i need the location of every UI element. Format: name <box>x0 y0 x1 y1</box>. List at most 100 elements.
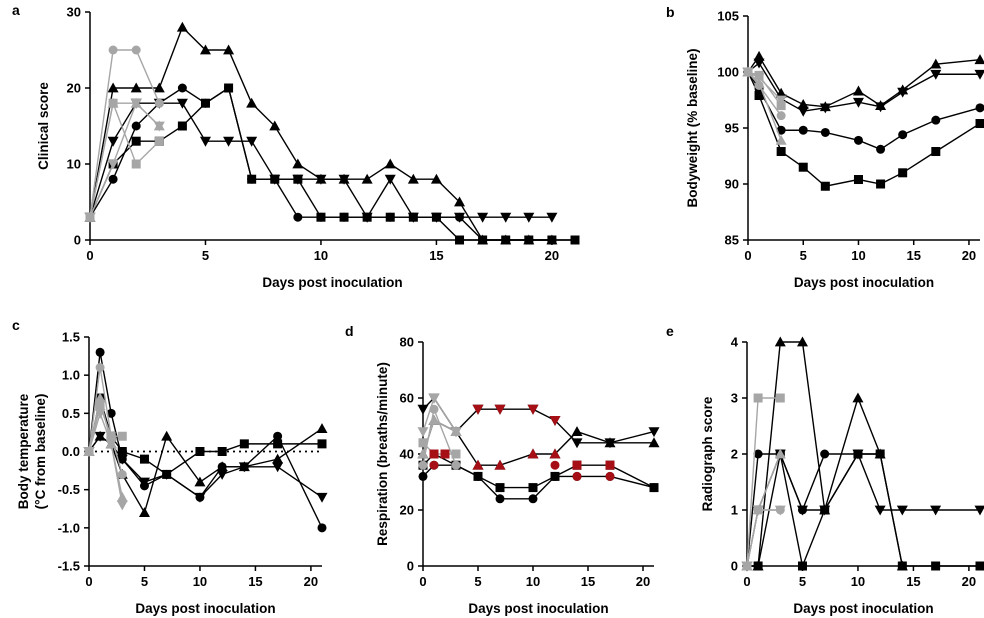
data-point <box>549 416 561 426</box>
x-tick-label: 10 <box>314 248 328 263</box>
data-point <box>195 447 205 456</box>
data-point <box>527 404 539 415</box>
x-tick-label: 5 <box>800 248 807 263</box>
data-point <box>130 82 142 93</box>
x-tick-label: 5 <box>474 574 481 589</box>
series-line <box>89 49 160 218</box>
data-point <box>84 212 96 223</box>
data-point <box>875 102 887 113</box>
data-point <box>154 136 164 146</box>
data-point <box>154 98 164 108</box>
data-point <box>316 423 328 433</box>
x-tick-label: 20 <box>962 248 976 263</box>
y-tick-label: 0 <box>407 559 414 574</box>
data-point <box>440 449 450 459</box>
data-point <box>293 212 303 222</box>
data-point <box>107 97 119 108</box>
y-tick-label: 1.5 <box>62 330 80 345</box>
x-tick-label: 15 <box>248 574 262 589</box>
y-tick-label: 30 <box>67 5 81 20</box>
data-point <box>572 471 582 481</box>
data-point <box>317 523 327 533</box>
data-point <box>338 174 350 185</box>
data-point <box>430 173 442 184</box>
series-black-triangle-down <box>417 393 660 449</box>
data-point <box>116 454 128 465</box>
data-point <box>550 460 560 470</box>
data-point <box>106 408 116 418</box>
data-point <box>95 401 105 411</box>
y-tick-label: 1 <box>731 503 738 518</box>
data-point <box>116 500 128 511</box>
data-point <box>896 505 908 516</box>
data-point <box>246 136 258 147</box>
data-point <box>194 492 206 503</box>
data-point <box>153 121 165 132</box>
x-tick-label: 5 <box>202 248 209 263</box>
data-point <box>494 459 506 470</box>
y-axis-title: Bodyweight (% baseline) <box>685 48 700 207</box>
data-point <box>796 336 808 347</box>
y-tick-label: -0.5 <box>58 482 80 497</box>
data-point <box>417 404 429 415</box>
data-point <box>176 98 188 109</box>
data-point <box>500 212 512 223</box>
y-tick-label: -1.0 <box>58 520 80 535</box>
y-tick-label: 2 <box>731 447 738 462</box>
y-tick-label: 0.5 <box>62 406 80 421</box>
data-point <box>649 483 659 493</box>
series-gray-triangle-down <box>83 408 128 511</box>
data-point <box>473 471 483 481</box>
data-point <box>200 98 210 108</box>
data-point <box>95 347 105 357</box>
series-line <box>88 411 123 506</box>
data-point <box>605 471 615 481</box>
series-red-square <box>429 449 615 470</box>
data-point <box>550 471 560 481</box>
y-axis-title-line2: (°C from baseline) <box>33 394 48 510</box>
data-point <box>131 45 141 55</box>
data-point <box>775 134 787 145</box>
series-black-triangle-up <box>84 21 558 245</box>
data-point <box>753 50 765 61</box>
data-point <box>94 408 106 419</box>
y-tick-label: 80 <box>400 335 414 350</box>
series-red-triangle-up <box>472 448 561 470</box>
data-point <box>108 174 118 184</box>
data-point <box>106 431 116 441</box>
data-point <box>131 159 141 169</box>
data-point <box>930 69 942 80</box>
data-point <box>107 159 119 170</box>
data-point <box>753 449 763 459</box>
x-tick-label: 15 <box>906 248 920 263</box>
series-line <box>422 464 655 500</box>
data-point <box>852 449 864 460</box>
data-point <box>897 87 909 98</box>
data-point <box>224 83 234 93</box>
series-line <box>89 102 552 219</box>
data-point <box>385 212 395 222</box>
data-point <box>451 449 461 459</box>
data-point <box>454 212 466 223</box>
data-point <box>407 173 419 184</box>
data-point <box>494 404 506 415</box>
y-axis-title: Radiograph score <box>700 396 715 511</box>
y-tick-label: 10 <box>67 157 81 172</box>
data-point <box>776 111 786 121</box>
data-point <box>776 125 786 135</box>
x-tick-label: 10 <box>193 574 207 589</box>
panel-d: d 0 5 10 15 20 0 20 40 60 80 Days post inoculation R… <box>345 323 660 616</box>
data-point <box>428 414 440 425</box>
data-point <box>272 462 284 473</box>
data-point <box>820 181 830 191</box>
data-point <box>361 173 373 184</box>
panel-label-a: a <box>12 2 20 18</box>
data-point <box>974 54 984 65</box>
data-point <box>570 235 580 245</box>
panel-c: c 0 5 10 15 20 -1.5 -1.0 -0.5 0.0 0.5 1.0 1.5 Days po… <box>12 317 328 616</box>
data-point <box>898 130 908 140</box>
data-point <box>571 426 583 436</box>
data-point <box>797 98 809 109</box>
data-point <box>753 73 765 84</box>
